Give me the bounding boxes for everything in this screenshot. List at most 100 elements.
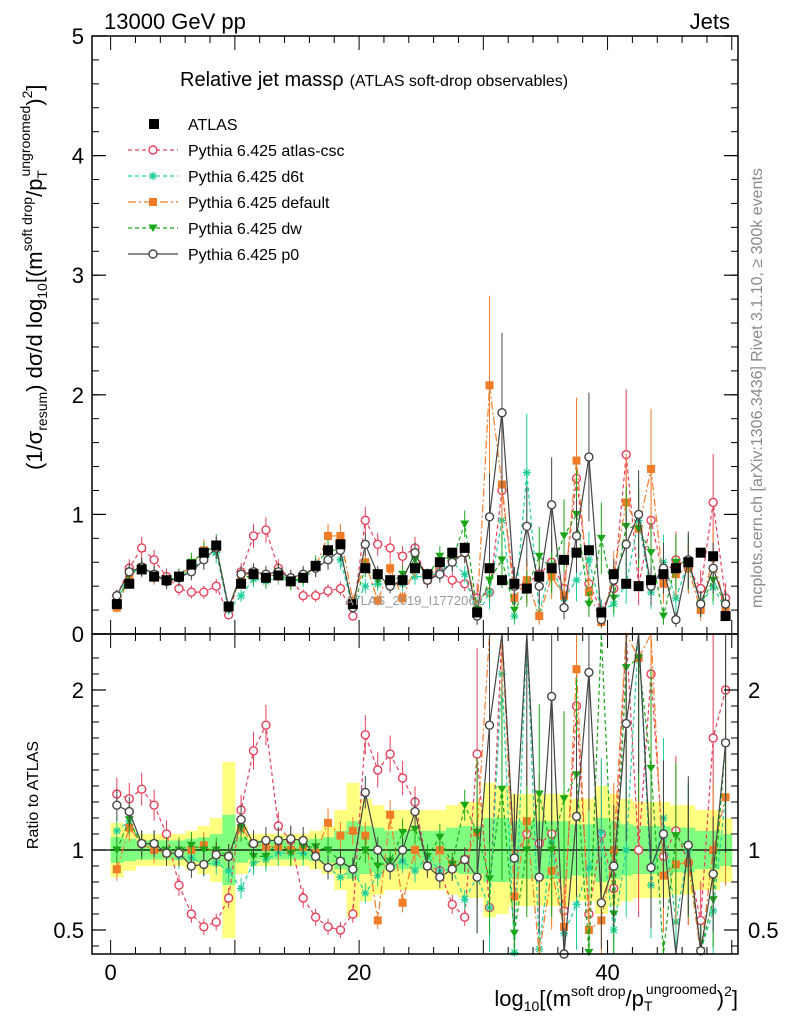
point [509,853,520,863]
point [695,547,706,558]
point [298,591,308,601]
point [608,569,619,580]
point [298,835,308,846]
point [373,916,382,925]
point [336,531,345,540]
point [459,854,470,865]
point [447,864,457,874]
point [348,864,358,874]
point [136,543,147,553]
point [521,583,532,594]
point [683,557,694,568]
point [335,583,346,594]
point [560,591,569,600]
point [198,547,209,558]
point [597,828,606,837]
point [360,539,371,549]
point [310,591,321,601]
series-atlas [111,539,731,622]
point [323,846,333,854]
point [622,846,631,854]
point [720,611,731,622]
point [633,509,644,520]
point [186,559,197,570]
point [658,612,668,621]
point [360,515,371,526]
point [484,563,495,574]
point [460,520,470,528]
main-plot-marks [111,295,731,629]
point [560,922,569,931]
point [547,846,557,854]
point [112,800,122,810]
legend-entry-d6t: Pythia 6.425 d6t [128,169,304,186]
point [720,599,731,609]
point [435,569,445,579]
point [410,563,420,574]
ratio-y-tick-label: 1 [72,838,84,863]
point [546,691,557,702]
ratio-line-d6t [116,633,727,953]
point [708,563,718,573]
legend-entry-dw: Pythia 6.425 dw [128,221,302,238]
point [199,587,209,597]
point [323,555,333,565]
ratio-axes: 0.5 0.51 12 20 20 40 [53,634,779,985]
legend-label: Pythia 6.425 default [188,195,330,212]
point [497,408,507,418]
ratio-y-tick-label-right: 2 [748,678,760,703]
point [435,833,445,842]
point [583,545,594,556]
point [386,810,395,819]
point [186,587,197,597]
point [248,569,259,580]
point [373,862,383,870]
point [385,543,395,553]
point [584,600,594,609]
point [361,889,370,898]
point [472,607,483,618]
legend-label: Pythia 6.425 dw [188,221,302,238]
point [621,539,631,549]
point [671,832,681,840]
point [460,801,470,810]
y-tick-label: 2 [72,383,84,408]
point [237,591,246,600]
x-tick-label: 0 [105,960,117,985]
legend-marker [149,172,157,180]
point [522,468,531,477]
point [136,564,147,575]
point [298,893,308,903]
point [111,599,122,610]
legend-marker [148,224,158,232]
point [161,829,172,839]
point [361,582,370,591]
ratio-y-tick-label: 2 [72,678,84,703]
ratio-plot-marks [112,631,731,959]
point [596,898,607,908]
point [397,773,408,783]
point [647,464,656,473]
point [324,531,333,540]
point [186,909,197,919]
point [398,898,407,907]
point [223,893,234,903]
point [571,531,582,541]
point [173,571,184,582]
y-tick-label: 3 [72,263,84,288]
point [112,865,121,874]
point [223,601,234,612]
point [112,846,122,854]
point [447,899,457,910]
point [310,851,321,862]
point [335,856,346,866]
point [149,571,160,582]
point [199,859,209,870]
point [398,594,407,603]
point [397,551,408,561]
series-default [112,295,730,629]
point [633,581,644,592]
point [671,558,681,567]
point [211,850,221,860]
